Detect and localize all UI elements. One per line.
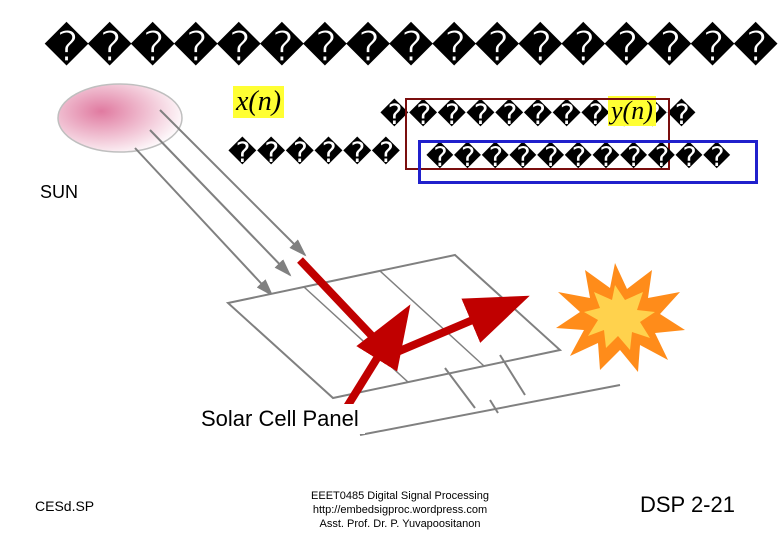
footer-left-text: CESd.SP: [35, 498, 94, 514]
solar-panel-label-text: Solar Cell Panel: [201, 406, 359, 431]
sun-ray-3: [135, 148, 272, 295]
panel-split-2: [380, 271, 484, 366]
solar-panel-label: Solar Cell Panel: [195, 404, 365, 434]
footer-right: DSP 2-21: [640, 492, 735, 518]
panel-stub: [490, 400, 498, 413]
footer-left: CESd.SP: [35, 498, 94, 514]
sun-ellipse: [58, 84, 182, 152]
footer-mid-3: Asst. Prof. Dr. P. Yuvapoositanon: [270, 518, 530, 532]
panel-base: [360, 385, 620, 435]
glyph-row-3-left-text: ������: [228, 137, 400, 168]
panel-split-1: [304, 287, 408, 382]
formula-box-blue: [418, 140, 758, 184]
xn-text: x(n): [236, 86, 281, 117]
sun-label-text: SUN: [40, 182, 78, 202]
footer-mid-2: http://embedsigproc.wordpress.com: [270, 504, 530, 518]
panel-leg-1: [445, 368, 475, 408]
footer-middle: EEET0485 Digital Signal Processing http:…: [270, 490, 530, 531]
red-arrow-reflect: [300, 260, 515, 355]
sun-label: SUN: [40, 182, 78, 203]
solar-panel-body: [228, 255, 560, 398]
title-glyphs-text: �����������������: [45, 23, 777, 70]
red-arrow-up: [345, 318, 402, 410]
sun-ray-1: [160, 110, 305, 255]
panel-leg-2: [500, 355, 525, 395]
diagram-svg: [0, 0, 780, 540]
footer-mid-1: EEET0485 Digital Signal Processing: [270, 490, 530, 504]
xn-label: x(n): [233, 86, 284, 118]
glyph-row-3-left: ������: [228, 136, 400, 169]
starburst-icon: [556, 263, 685, 372]
footer-right-text: DSP 2-21: [640, 492, 735, 517]
title-placeholder-row: �����������������: [45, 22, 777, 71]
